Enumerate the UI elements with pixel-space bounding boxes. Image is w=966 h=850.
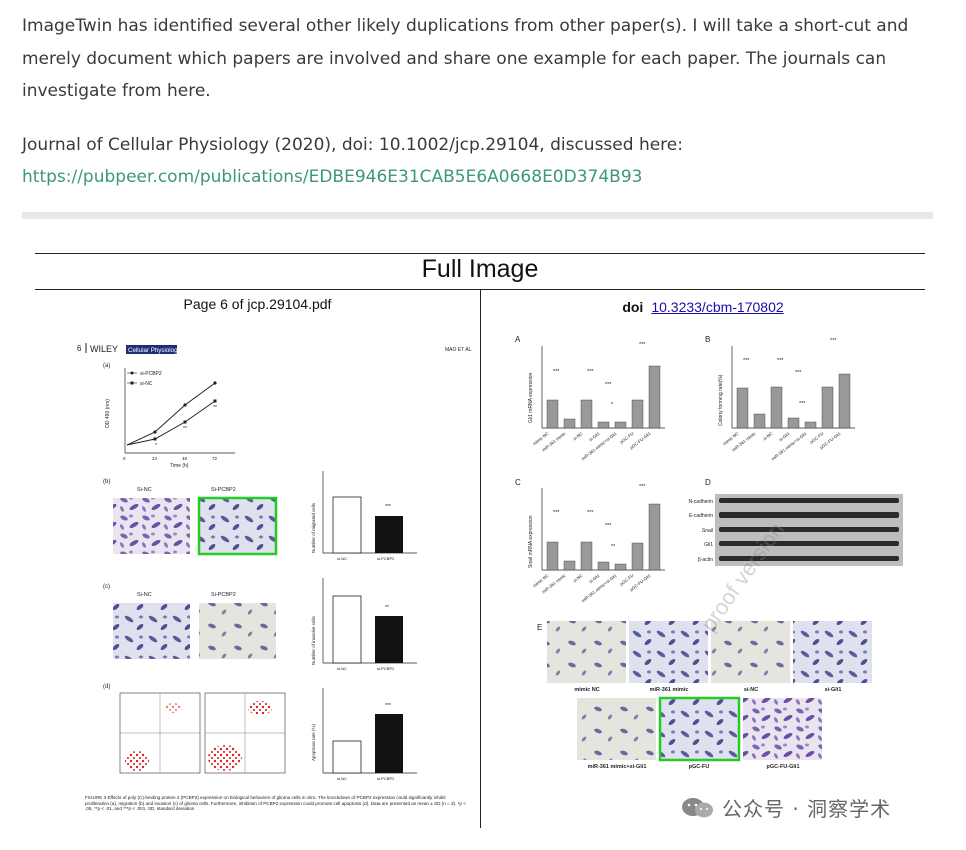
svg-text:si-NC: si-NC [762, 431, 774, 442]
svg-text:***: *** [553, 369, 560, 375]
panel-a-ylabel: OD 490 (nm) [105, 399, 111, 428]
svg-text:si-PCBP2: si-PCBP2 [377, 776, 395, 781]
svg-text:Number of migrated cells: Number of migrated cells [311, 502, 316, 553]
pubpeer-link[interactable]: https://pubpeer.com/publications/EDBE946… [22, 167, 643, 187]
svg-text:Number of invasive cells: Number of invasive cells [311, 615, 316, 665]
legend-si-nc: si-NC [140, 381, 153, 387]
svg-text:72: 72 [212, 456, 218, 461]
svg-text:si-PCBP2: si-PCBP2 [377, 556, 395, 561]
svg-text:si-PCBP2: si-PCBP2 [377, 666, 395, 671]
svg-text:***: *** [799, 401, 806, 407]
duplication-highlight-right [658, 696, 741, 762]
svg-text:A: A [515, 335, 521, 344]
svg-text:***: *** [639, 484, 646, 490]
panel-title: Full Image [421, 255, 539, 283]
author-running-head: MAO ET AL. [445, 347, 473, 353]
invasion-image-si-nc [113, 603, 190, 659]
svg-text:(c): (c) [103, 584, 110, 590]
svg-text:**: ** [183, 426, 187, 432]
journal-badge: Cellular Physiology [128, 347, 182, 354]
svg-text:E-cadherin: E-cadherin [689, 513, 713, 519]
svg-text:***: *** [553, 510, 560, 516]
panel-a-xlabel: Time (h) [170, 463, 189, 469]
comparison-panel: Full Image Page 6 of jcp.29104.pdf doi 10… [35, 253, 925, 828]
wechat-watermark: 公众号 · 洞察学术 [722, 797, 892, 821]
svg-text:24: 24 [152, 456, 158, 461]
left-figure: 6 WILEY Cellular Physiology MAO ET AL. (… [77, 343, 473, 812]
svg-text:Gli1 mRNA expression: Gli1 mRNA expression [528, 372, 534, 423]
svg-text:***: *** [385, 703, 391, 709]
svg-text:Gli1: Gli1 [704, 542, 713, 548]
svg-text:*: * [611, 402, 614, 408]
migration-image-si-pcbp2 [199, 498, 276, 554]
svg-text:C: C [515, 478, 521, 487]
svg-text:si-Gli1: si-Gli1 [825, 687, 842, 693]
svg-text:si-NC: si-NC [337, 556, 347, 561]
svg-text:6: 6 [77, 344, 82, 353]
svg-text:mimic NC: mimic NC [574, 687, 599, 693]
svg-text:***: *** [587, 369, 594, 375]
doi-label: doi [622, 299, 644, 315]
wechat-icon [682, 798, 713, 818]
svg-text:Si-PCBP2: Si-PCBP2 [211, 487, 236, 493]
doi-link[interactable]: 10.3233/cbm-170802 [651, 299, 784, 315]
svg-text:E: E [537, 623, 542, 632]
svg-text:Apoptosis rate (%): Apoptosis rate (%) [311, 723, 316, 761]
svg-text:Colony forming rate(%): Colony forming rate(%) [718, 374, 724, 426]
svg-text:48: 48 [182, 456, 188, 461]
svg-text:**: ** [213, 405, 217, 411]
svg-text:*: * [155, 443, 157, 449]
legend-si-pcbp2: si-PCBP2 [140, 371, 162, 377]
svg-text:N-cadherin: N-cadherin [689, 499, 714, 505]
svg-text:pGC-FU: pGC-FU [689, 764, 710, 770]
svg-text:(b): (b) [103, 479, 110, 485]
svg-text:si-Gli1: si-Gli1 [778, 430, 791, 442]
svg-text:***: *** [605, 523, 612, 529]
svg-text:0: 0 [123, 456, 126, 461]
section-divider [22, 212, 933, 219]
svg-text:D: D [705, 478, 711, 487]
intro-paragraph: ImageTwin has identified several other l… [22, 16, 909, 101]
svg-text:miR-361 mimic+si-Gli1: miR-361 mimic+si-Gli1 [588, 764, 647, 770]
svg-text:***: *** [830, 338, 837, 344]
svg-text:***: *** [777, 358, 784, 364]
svg-text:***: *** [587, 510, 594, 516]
wiley-logo: WILEY [90, 344, 118, 354]
svg-text:***: *** [743, 358, 750, 364]
invasion-image-si-pcbp2 [199, 603, 276, 659]
post-body: ImageTwin has identified several other l… [22, 10, 922, 194]
svg-text:Si-NC: Si-NC [137, 592, 152, 598]
svg-text:***: *** [605, 382, 612, 388]
svg-text:Snail mRNA expression: Snail mRNA expression [528, 515, 534, 568]
right-figure: A B C D E Gli1 mRNA expression *** ******… [515, 335, 903, 770]
svg-text:B: B [705, 335, 710, 344]
svg-text:Si-PCBP2: Si-PCBP2 [211, 592, 236, 598]
svg-text:si-NC: si-NC [337, 666, 347, 671]
svg-text:***: *** [385, 504, 391, 510]
reference-text: Journal of Cellular Physiology (2020), d… [22, 134, 683, 155]
left-source-header: Page 6 of jcp.29104.pdf [183, 296, 332, 312]
reference-line: Journal of Cellular Physiology (2020), d… [22, 129, 922, 194]
svg-text:***: *** [639, 342, 646, 348]
svg-text:si-Gli1: si-Gli1 [588, 430, 601, 442]
svg-text:si-NC: si-NC [572, 573, 584, 584]
svg-text:miR-361 mimic: miR-361 mimic [650, 687, 689, 693]
svg-text:Si-NC: Si-NC [137, 487, 152, 493]
svg-text:pGC-FU-Gli1: pGC-FU-Gli1 [767, 764, 800, 770]
svg-text:**: ** [385, 605, 389, 611]
duplication-highlight-left [197, 496, 278, 556]
svg-text:si-NC: si-NC [572, 431, 584, 442]
figure-caption: FIGURE 3 Effects of poly (C)-binding pro… [85, 795, 466, 812]
label-a: (a) [103, 363, 110, 369]
svg-text:(d): (d) [103, 684, 110, 690]
svg-text:**: ** [611, 544, 616, 550]
svg-text:β-actin: β-actin [698, 557, 713, 563]
svg-text:si-NC: si-NC [744, 687, 758, 693]
svg-text:si-Gli1: si-Gli1 [588, 572, 601, 584]
migration-image-si-nc [113, 498, 190, 554]
right-source-header: doi 10.3233/cbm-170802 [481, 299, 925, 315]
svg-text:***: *** [795, 370, 802, 376]
svg-text:Snail: Snail [702, 528, 713, 534]
svg-text:si-NC: si-NC [337, 776, 347, 781]
